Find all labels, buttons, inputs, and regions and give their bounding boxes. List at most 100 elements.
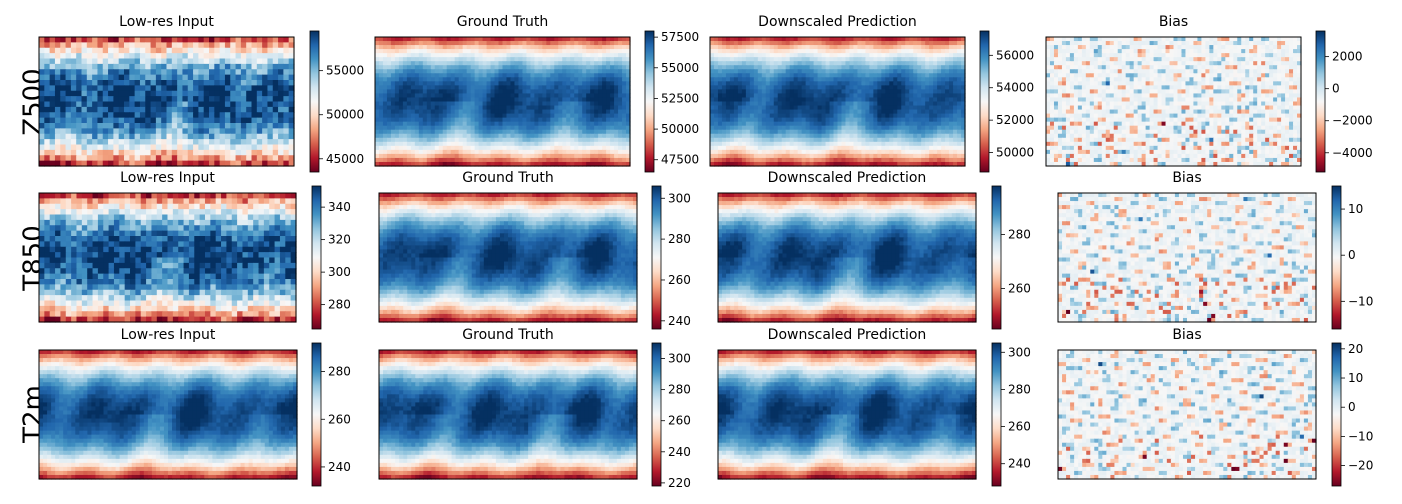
heatmap-cell xyxy=(382,129,388,135)
heatmap-cell xyxy=(925,45,930,50)
heatmap-cell xyxy=(530,129,535,135)
heatmap-cell xyxy=(745,89,751,95)
heatmap-cell xyxy=(805,61,811,66)
heatmap-cell xyxy=(506,101,512,107)
heatmap-cell xyxy=(214,74,221,81)
heatmap-cell xyxy=(65,47,72,54)
heatmap-cell xyxy=(177,106,184,113)
heatmap-cell xyxy=(406,125,412,131)
heatmap-cell xyxy=(757,93,763,99)
heatmap-cell xyxy=(841,77,847,82)
heatmap-cell xyxy=(761,137,767,143)
heatmap-cell xyxy=(721,77,727,82)
heatmap-cell xyxy=(235,47,242,54)
heatmap-cell xyxy=(745,37,751,42)
heatmap-cell xyxy=(586,65,591,70)
heatmap-cell xyxy=(150,144,157,151)
heatmap-cell xyxy=(805,133,811,139)
heatmap-cell xyxy=(562,125,567,131)
heatmap-cell xyxy=(267,139,274,146)
heatmap-cell xyxy=(789,85,795,91)
heatmap-cell xyxy=(256,74,263,81)
heatmap-cell xyxy=(49,47,56,54)
heatmap-cell xyxy=(710,73,715,78)
heatmap-cell xyxy=(753,45,759,50)
heatmap-cell xyxy=(769,117,775,123)
heatmap-cell xyxy=(494,149,500,155)
heatmap-cell xyxy=(177,144,184,151)
heatmap-cell xyxy=(809,69,815,74)
heatmap-cell xyxy=(124,63,130,70)
heatmap-cell xyxy=(526,141,531,147)
heatmap-cell xyxy=(546,61,551,66)
heatmap-cell xyxy=(877,133,882,139)
heatmap-cell xyxy=(498,125,504,131)
heatmap-cell xyxy=(817,41,823,46)
heatmap-cell xyxy=(462,97,468,103)
heatmap-cell xyxy=(833,89,839,95)
heatmap-cell xyxy=(757,145,763,151)
heatmap-cell xyxy=(897,97,902,103)
heatmap-cell xyxy=(267,123,274,129)
heatmap-cell xyxy=(937,89,942,95)
heatmap-cell xyxy=(933,89,938,95)
heatmap-cell xyxy=(129,80,136,86)
heatmap-cell xyxy=(375,73,380,78)
heatmap-cell xyxy=(909,53,914,58)
heatmap-cell xyxy=(76,117,83,124)
heatmap-cell xyxy=(474,129,480,135)
heatmap-cell xyxy=(145,106,152,113)
heatmap-cell xyxy=(240,37,247,43)
heatmap-cell xyxy=(155,85,162,92)
heatmap-cell xyxy=(937,113,942,119)
heatmap-cell xyxy=(829,129,835,135)
heatmap-cell xyxy=(586,49,591,54)
heatmap-cell xyxy=(251,37,258,43)
heatmap-cell xyxy=(113,149,120,156)
heatmap-cell xyxy=(262,53,269,60)
heatmap-cell xyxy=(458,37,464,42)
heatmap-cell xyxy=(594,97,599,103)
heatmap-cell xyxy=(526,81,531,86)
heatmap-cell xyxy=(769,89,775,95)
heatmap-cell xyxy=(917,121,922,127)
heatmap-cell xyxy=(470,133,476,139)
heatmap-cell xyxy=(251,144,258,151)
heatmap-cell xyxy=(482,85,488,91)
heatmap-cell xyxy=(145,117,152,124)
heatmap-cell xyxy=(406,61,412,66)
heatmap-cell xyxy=(777,49,783,54)
heatmap-cell xyxy=(398,65,404,70)
heatmap-cell xyxy=(92,117,99,124)
heatmap-cell xyxy=(438,137,444,143)
heatmap-cell xyxy=(622,53,627,58)
heatmap-cell xyxy=(129,160,136,167)
heatmap-cell xyxy=(725,117,731,123)
heatmap-cell xyxy=(725,73,731,78)
heatmap-cell xyxy=(797,137,803,143)
heatmap-cell xyxy=(729,49,735,54)
heatmap-cell xyxy=(845,85,851,91)
heatmap-cell xyxy=(193,128,199,135)
heatmap-cell xyxy=(789,129,795,135)
heatmap-cell xyxy=(490,153,496,159)
heatmap-cell xyxy=(406,145,412,151)
heatmap-cell xyxy=(177,112,184,119)
heatmap-cell xyxy=(251,90,258,97)
heatmap-cell xyxy=(821,65,827,70)
heatmap-cell xyxy=(897,85,902,91)
heatmap-cell xyxy=(470,69,476,74)
heatmap-cell xyxy=(438,57,444,62)
heatmap-cell xyxy=(554,53,559,58)
heatmap-cell xyxy=(602,145,607,151)
heatmap-cell xyxy=(70,149,77,156)
heatmap-cell xyxy=(817,137,823,143)
heatmap-cell xyxy=(422,53,428,58)
heatmap-cell xyxy=(482,113,488,119)
heatmap-cell xyxy=(92,123,99,129)
heatmap-cell xyxy=(729,73,735,78)
heatmap-cell xyxy=(522,105,527,111)
heatmap-cell xyxy=(614,57,619,62)
heatmap-cell xyxy=(506,97,512,103)
heatmap-cell xyxy=(161,53,168,60)
